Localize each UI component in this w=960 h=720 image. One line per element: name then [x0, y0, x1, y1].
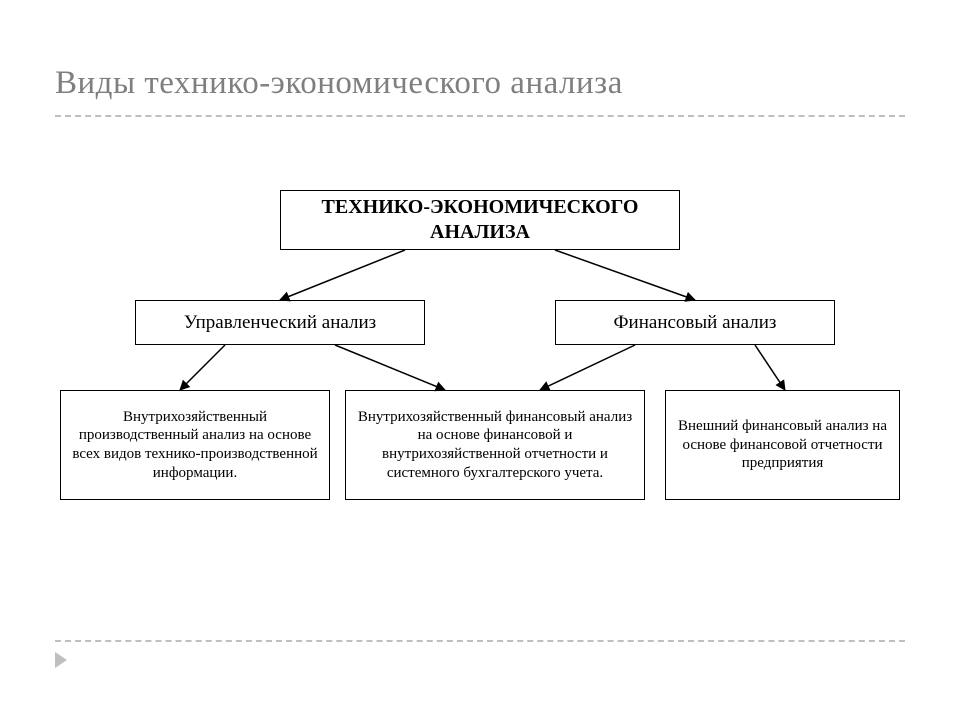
- divider-bottom: [55, 640, 905, 642]
- bullet-arrow-icon: [55, 652, 67, 668]
- node-mid-left: Управленческий анализ: [135, 300, 425, 345]
- node-mid-right: Финансовый анализ: [555, 300, 835, 345]
- diagram-connectors: [0, 0, 960, 720]
- slide: Виды технико-экономического анализа ТЕХН…: [0, 0, 960, 720]
- node-leaf-3-label: Внешний финансовый анализ на основе фина…: [676, 417, 889, 473]
- divider-top: [55, 115, 905, 117]
- node-mid-left-label: Управленческий анализ: [184, 311, 376, 335]
- node-leaf-1-label: Внутрихозяйственный производственный ана…: [71, 408, 319, 483]
- node-root-label: ТЕХНИКО-ЭКОНОМИЧЕСКОГО АНАЛИЗА: [291, 195, 669, 245]
- node-mid-right-label: Финансовый анализ: [614, 311, 777, 335]
- node-leaf-2: Внутрихозяйственный финансовый анализ на…: [345, 390, 645, 500]
- node-leaf-3: Внешний финансовый анализ на основе фина…: [665, 390, 900, 500]
- node-leaf-2-label: Внутрихозяйственный финансовый анализ на…: [356, 408, 634, 483]
- node-leaf-1: Внутрихозяйственный производственный ана…: [60, 390, 330, 500]
- node-root: ТЕХНИКО-ЭКОНОМИЧЕСКОГО АНАЛИЗА: [280, 190, 680, 250]
- page-title: Виды технико-экономического анализа: [55, 65, 623, 102]
